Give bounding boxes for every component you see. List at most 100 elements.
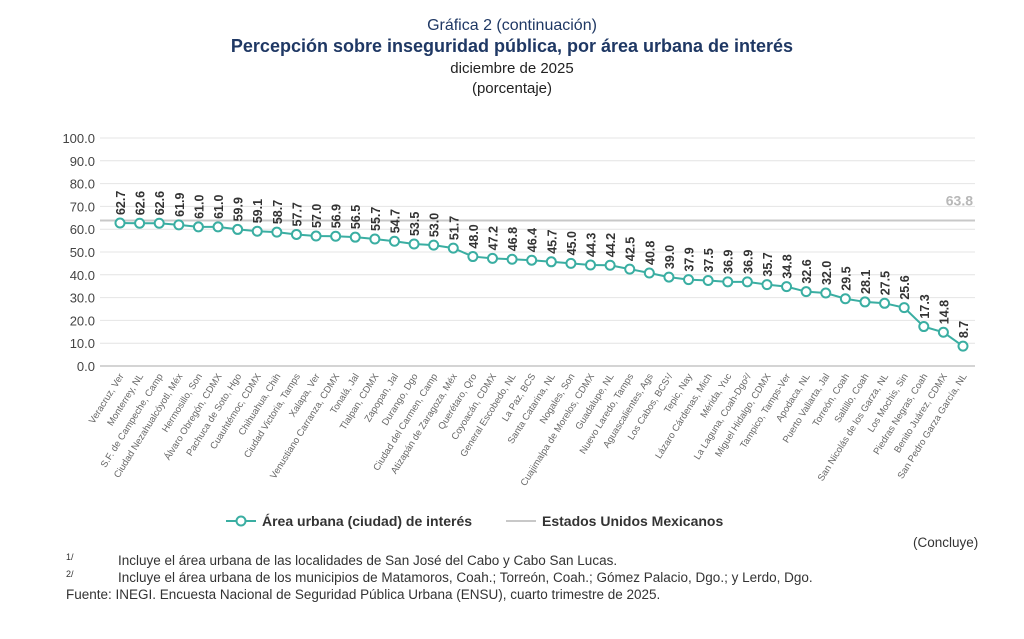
y-tick-label: 100.0 <box>62 131 95 146</box>
data-point <box>486 252 498 264</box>
legend-series-label: Área urbana (ciudad) de interés <box>262 513 472 529</box>
data-label: 57.0 <box>310 204 324 228</box>
data-label: 56.5 <box>349 205 363 229</box>
data-label: 61.0 <box>212 195 226 219</box>
data-label: 44.3 <box>585 233 599 257</box>
data-label: 28.1 <box>859 270 873 294</box>
data-label: 14.8 <box>937 300 951 324</box>
data-point <box>859 296 871 308</box>
data-label: 54.7 <box>388 209 402 233</box>
y-tick-label: 90.0 <box>70 154 95 169</box>
data-label: 62.6 <box>153 191 167 215</box>
data-label: 35.7 <box>761 252 775 276</box>
legend-series-marker <box>235 515 247 527</box>
data-label: 53.0 <box>428 213 442 237</box>
data-point <box>957 340 969 352</box>
data-point <box>545 256 557 268</box>
data-label: 40.8 <box>643 241 657 265</box>
data-label: 27.5 <box>879 271 893 295</box>
data-label: 46.4 <box>526 228 540 252</box>
national-average-label: 63.8 <box>946 193 973 209</box>
y-tick-label: 50.0 <box>70 245 95 260</box>
data-label: 56.9 <box>330 204 344 228</box>
data-label: 51.7 <box>447 216 461 240</box>
data-label: 37.5 <box>702 248 716 272</box>
data-point <box>604 259 616 271</box>
data-point <box>349 231 361 243</box>
data-point <box>683 274 695 286</box>
concluye-note: (Concluye) <box>913 535 979 550</box>
data-point <box>918 321 930 333</box>
data-point <box>428 239 440 251</box>
data-label: 17.3 <box>918 294 932 318</box>
chart-title: Percepción sobre inseguridad pública, po… <box>230 36 794 56</box>
y-tick-label: 70.0 <box>70 199 95 214</box>
data-label: 61.0 <box>192 195 206 219</box>
data-point <box>330 230 342 242</box>
data-point <box>741 276 753 288</box>
data-label: 47.2 <box>486 226 500 250</box>
data-label: 62.7 <box>114 191 128 215</box>
data-label: 45.7 <box>545 229 559 253</box>
series-line <box>119 222 964 347</box>
data-point <box>447 242 459 254</box>
data-label: 62.6 <box>134 191 148 215</box>
data-label: 58.7 <box>271 200 285 224</box>
data-point <box>937 326 949 338</box>
data-label: 36.9 <box>722 249 736 273</box>
chart-unit: (porcentaje) <box>471 80 553 97</box>
y-tick-label: 30.0 <box>70 291 95 306</box>
data-point <box>114 217 126 229</box>
data-label: 59.9 <box>232 197 246 221</box>
data-label: 44.2 <box>604 233 618 257</box>
y-tick-label: 60.0 <box>70 222 95 237</box>
data-point <box>722 276 734 288</box>
data-point <box>624 263 636 275</box>
footnote-2: Incluye el área urbana de los municipios… <box>118 570 813 585</box>
data-label: 59.1 <box>251 199 265 223</box>
data-label: 29.5 <box>839 266 853 290</box>
footnote-1: Incluye el área urbana de las localidade… <box>118 553 618 568</box>
data-point <box>251 225 263 237</box>
data-point <box>369 233 381 245</box>
data-label: 53.5 <box>408 212 422 236</box>
data-point <box>800 286 812 298</box>
data-point <box>134 217 146 229</box>
data-label: 8.7 <box>957 321 971 338</box>
data-label: 42.5 <box>624 237 638 261</box>
data-point <box>173 219 185 231</box>
data-label: 37.9 <box>683 247 697 271</box>
data-label: 32.6 <box>800 259 814 283</box>
data-point <box>506 253 518 265</box>
data-point <box>388 235 400 247</box>
y-tick-label: 0.0 <box>77 359 95 374</box>
data-point <box>565 257 577 269</box>
data-point <box>290 228 302 240</box>
y-tick-label: 20.0 <box>70 313 95 328</box>
note2-mark: 2/ <box>66 569 74 579</box>
data-label: 48.0 <box>467 224 481 248</box>
y-tick-label: 10.0 <box>70 336 95 351</box>
data-label: 25.6 <box>898 275 912 299</box>
data-point <box>212 221 224 233</box>
chart-date: diciembre de 2025 <box>450 60 574 77</box>
data-point <box>467 251 479 263</box>
y-tick-label: 80.0 <box>70 177 95 192</box>
data-point <box>761 279 773 291</box>
y-tick-label: 40.0 <box>70 268 95 283</box>
chart-subtitle-top: Gráfica 2 (continuación) <box>427 17 597 34</box>
data-label: 45.0 <box>565 231 579 255</box>
data-point <box>879 297 891 309</box>
data-point <box>153 217 165 229</box>
data-label: 36.9 <box>741 249 755 273</box>
data-point <box>192 221 204 233</box>
data-point <box>702 275 714 286</box>
data-label: 57.7 <box>290 202 304 226</box>
note1-mark: 1/ <box>66 552 74 562</box>
data-point <box>585 259 597 271</box>
data-label: 46.8 <box>506 227 520 251</box>
data-point <box>408 238 420 250</box>
source-note: Fuente: INEGI. Encuesta Nacional de Segu… <box>66 587 661 602</box>
